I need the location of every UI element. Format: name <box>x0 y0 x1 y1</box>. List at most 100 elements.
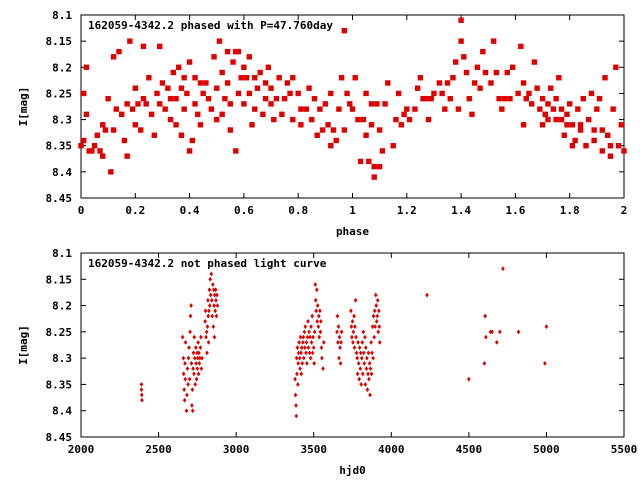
data-point <box>567 101 573 107</box>
data-point <box>140 95 147 102</box>
data-point <box>467 376 471 382</box>
data-point <box>197 350 201 356</box>
data-point <box>194 361 198 366</box>
data-point <box>216 38 223 44</box>
data-point <box>252 75 258 81</box>
data-point <box>241 101 247 107</box>
data-point <box>368 392 372 398</box>
data-point <box>262 80 269 86</box>
data-point <box>436 80 443 86</box>
data-point <box>398 122 405 128</box>
data-point <box>325 122 331 128</box>
data-point <box>550 106 557 112</box>
data-point <box>553 95 559 102</box>
data-point <box>330 127 337 133</box>
data-point <box>293 376 297 382</box>
data-point <box>354 334 358 340</box>
data-point <box>364 345 368 351</box>
data-point <box>355 371 360 377</box>
data-point <box>363 90 369 97</box>
data-point <box>281 95 288 102</box>
data-point <box>299 345 304 351</box>
data-point <box>219 111 225 118</box>
data-point <box>97 148 103 154</box>
data-point <box>195 355 200 361</box>
data-point <box>211 282 215 287</box>
y-tick-label: 8.45 <box>46 192 73 205</box>
data-point <box>362 361 367 366</box>
data-point <box>180 334 185 340</box>
data-point <box>162 106 168 112</box>
data-point <box>360 339 365 345</box>
data-point <box>401 111 407 118</box>
data-point <box>189 137 196 144</box>
data-point <box>375 313 380 319</box>
data-point <box>361 329 366 335</box>
data-point <box>113 106 119 112</box>
data-point <box>374 101 380 107</box>
data-point <box>214 85 220 91</box>
data-point <box>91 143 98 149</box>
data-point <box>183 339 188 345</box>
data-point <box>393 116 399 123</box>
data-point <box>353 297 358 303</box>
y-tick-label: 8.35 <box>46 140 73 153</box>
data-point <box>132 85 138 91</box>
data-point <box>132 122 138 128</box>
data-point <box>138 127 144 133</box>
data-point <box>293 392 298 398</box>
data-point <box>212 303 216 308</box>
data-point <box>309 324 313 329</box>
data-point <box>246 54 253 60</box>
data-point <box>197 361 202 366</box>
data-point <box>211 54 217 60</box>
data-point <box>207 287 212 293</box>
data-point <box>501 95 508 102</box>
data-point <box>349 324 354 329</box>
data-point <box>350 318 355 324</box>
data-point <box>298 366 302 372</box>
data-point <box>181 371 186 377</box>
data-point <box>328 143 334 149</box>
data-point <box>206 339 211 345</box>
data-point <box>215 292 219 298</box>
data-point <box>520 80 527 86</box>
data-point <box>124 153 130 159</box>
data-point <box>338 361 343 366</box>
data-point <box>610 106 616 112</box>
data-point <box>209 271 214 277</box>
data-point <box>224 48 231 55</box>
data-point <box>488 80 494 86</box>
data-point <box>615 143 622 149</box>
data-point <box>268 101 274 107</box>
data-point <box>121 137 128 144</box>
data-point <box>83 64 90 70</box>
data-point <box>353 324 357 329</box>
data-point <box>191 350 196 356</box>
y-tick-label: 8.15 <box>46 35 73 48</box>
data-point <box>186 355 191 361</box>
data-point <box>450 75 456 81</box>
x-tick-label: 2000 <box>68 443 95 456</box>
chart-title: 162059-4342.2 phased with P=47.760day <box>88 19 333 32</box>
data-point <box>222 95 228 102</box>
data-point <box>170 69 177 76</box>
data-point <box>205 324 210 329</box>
data-point <box>374 303 379 308</box>
data-point <box>199 366 204 372</box>
data-point <box>273 95 280 102</box>
data-point <box>572 137 578 144</box>
data-point <box>369 339 373 345</box>
data-point <box>507 95 513 102</box>
data-point <box>173 122 179 128</box>
data-point <box>558 116 565 123</box>
data-point <box>178 85 185 91</box>
data-point <box>498 329 502 335</box>
data-point <box>307 350 312 356</box>
data-point <box>295 371 299 377</box>
data-point <box>192 355 197 361</box>
data-point <box>515 90 521 97</box>
data-point <box>203 80 209 86</box>
data-point <box>390 143 396 149</box>
data-point <box>596 95 603 102</box>
